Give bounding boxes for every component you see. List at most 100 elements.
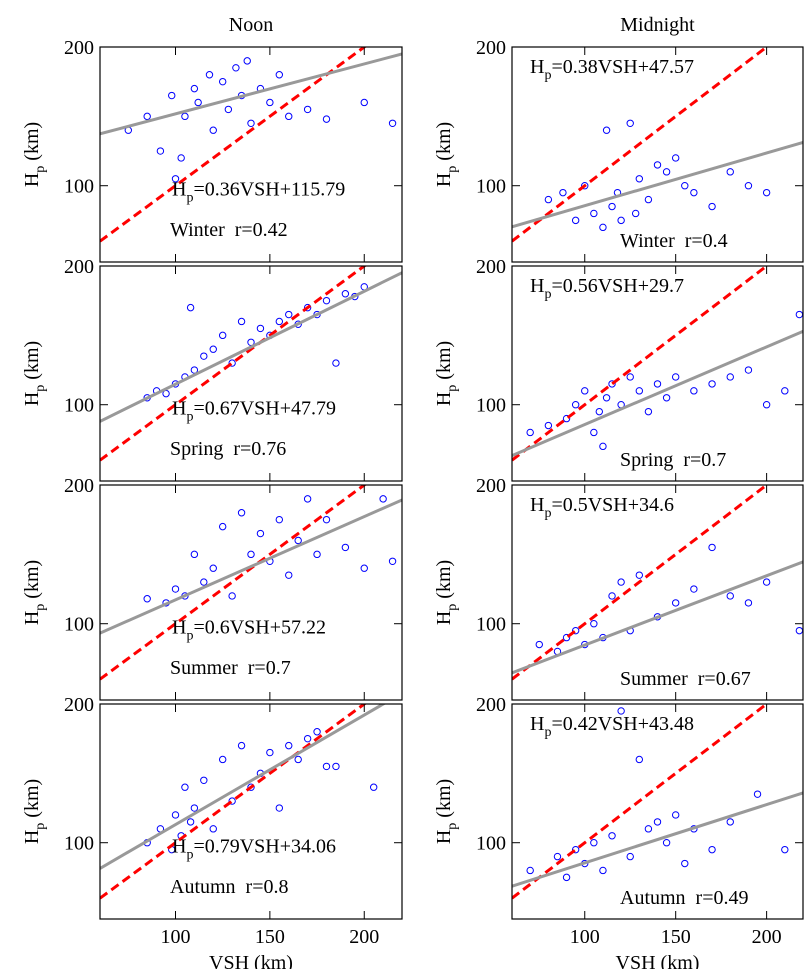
- equation-part: =0.79VSH+34.06: [193, 835, 336, 857]
- fit-line: [512, 560, 803, 675]
- equation: Hp=0.5VSH+34.6: [530, 494, 674, 521]
- point: [247, 550, 255, 559]
- plot-area: [100, 47, 402, 243]
- panel-title: Midnight: [620, 14, 695, 36]
- point: [143, 595, 151, 603]
- y-axis-label-part: (km): [433, 560, 455, 604]
- equation: Hp=0.79VSH+34.06: [172, 835, 336, 862]
- point: [224, 105, 233, 114]
- y-tick-label: 200: [64, 256, 94, 278]
- point: [256, 324, 265, 333]
- y-tick-label: 100: [476, 176, 506, 198]
- point: [237, 317, 246, 326]
- point: [671, 373, 680, 381]
- frame: [511, 46, 804, 263]
- point: [762, 578, 771, 586]
- y-tick-label: 100: [476, 395, 506, 417]
- reference-line: [100, 485, 367, 681]
- point: [595, 407, 603, 416]
- y-axis-label: Hp (km): [433, 560, 460, 625]
- plot-area: [100, 704, 387, 900]
- point: [644, 825, 653, 833]
- point: [209, 825, 217, 833]
- point: [781, 845, 789, 854]
- point: [322, 115, 331, 123]
- plot-area: [100, 266, 402, 462]
- point: [228, 359, 236, 367]
- y-axis-label-part: (km): [21, 779, 43, 823]
- point: [726, 373, 734, 381]
- point: [562, 414, 571, 423]
- point: [526, 428, 534, 437]
- point: [209, 345, 217, 353]
- fit-line: [100, 52, 402, 136]
- y-axis-label-part: H: [21, 173, 43, 187]
- plot-area: [512, 47, 803, 243]
- point: [653, 161, 662, 169]
- point: [341, 543, 350, 552]
- point: [662, 394, 671, 402]
- y-axis-label-part: H: [433, 392, 455, 406]
- y-tick-label: 200: [476, 475, 506, 497]
- point: [544, 421, 553, 430]
- point: [795, 310, 803, 319]
- y-tick-label: 100: [64, 614, 94, 636]
- frame: [511, 484, 804, 701]
- point: [186, 303, 195, 312]
- plot-area: [512, 704, 803, 900]
- point: [228, 797, 236, 805]
- reference-line: [100, 266, 367, 462]
- point: [690, 585, 698, 593]
- point: [313, 728, 321, 736]
- point: [681, 859, 689, 868]
- x-tick-label: 200: [752, 926, 782, 948]
- y-tick-label: 200: [64, 475, 94, 497]
- point: [644, 195, 653, 204]
- y-axis-label-part: p: [445, 604, 460, 611]
- point: [608, 380, 616, 388]
- point: [275, 804, 284, 812]
- annotation: Winter r=0.42: [170, 219, 288, 241]
- point: [562, 873, 571, 882]
- y-axis-label: Hp (km): [433, 122, 460, 187]
- point: [285, 571, 293, 579]
- point: [190, 550, 199, 559]
- point: [590, 620, 598, 628]
- panel-title: Noon: [229, 14, 273, 36]
- point: [762, 188, 771, 197]
- point: [562, 633, 571, 642]
- point: [143, 112, 151, 121]
- point: [194, 98, 202, 107]
- equation-part: =0.56VSH+29.7: [551, 275, 684, 297]
- x-tick-label: 100: [161, 926, 191, 948]
- x-tick-label: 200: [349, 926, 379, 948]
- point: [266, 748, 274, 757]
- point: [602, 394, 611, 402]
- y-axis-label-part: p: [445, 166, 460, 173]
- point: [708, 543, 716, 552]
- point: [762, 401, 771, 409]
- equation-part: H: [530, 275, 544, 297]
- point: [181, 783, 189, 791]
- point: [232, 64, 240, 72]
- point: [671, 811, 680, 819]
- x-tick-label: 150: [661, 926, 691, 948]
- y-tick-label: 100: [64, 833, 94, 855]
- equation-part: =0.5VSH+34.6: [551, 494, 674, 516]
- point: [247, 119, 255, 127]
- equation: Hp=0.38VSH+47.57: [530, 56, 694, 83]
- y-tick-label: 200: [64, 37, 94, 59]
- point: [608, 832, 616, 840]
- point: [275, 515, 284, 524]
- equation: Hp=0.36VSH+115.79: [172, 178, 345, 205]
- point: [218, 331, 227, 340]
- plot-area: [512, 485, 803, 681]
- point: [653, 818, 662, 826]
- point: [662, 168, 671, 176]
- point: [599, 866, 607, 875]
- point: [190, 804, 199, 812]
- equation-part: H: [172, 835, 186, 857]
